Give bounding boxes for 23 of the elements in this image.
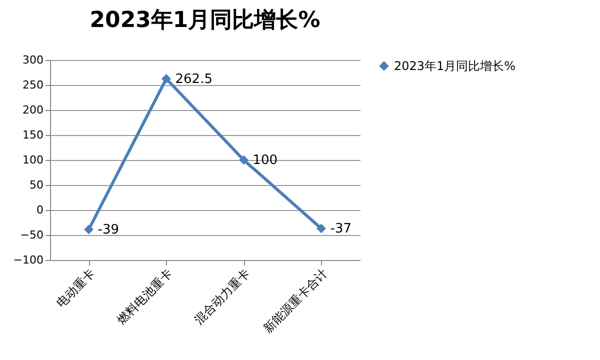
y-tick-label: −50 (20, 228, 44, 242)
data-label: 262.5 (175, 72, 212, 87)
x-tick-label: 新能源重卡合计 (260, 266, 330, 336)
point (316, 224, 326, 234)
point (239, 155, 248, 165)
point (162, 74, 171, 84)
x-tick-label: 混合动力重卡 (192, 266, 253, 327)
y-tick-label: 200 (22, 104, 44, 116)
x-tick-label: 燃料电池重卡 (114, 266, 176, 327)
y-tick-label: 50 (30, 178, 44, 192)
y-tick-label: 150 (22, 128, 44, 142)
x-tick-label: 电动重卡 (54, 266, 98, 310)
y-tick-label: 300 (22, 54, 44, 66)
data-label: -39 (98, 222, 119, 238)
y-tick-label: 0 (36, 204, 44, 216)
data-label: 100 (252, 153, 278, 168)
chart-title: 2023年1月同比增长% (90, 8, 320, 33)
y-tick-label: 100 (22, 154, 44, 166)
data-label: -37 (330, 222, 352, 236)
y-tick-label: −100 (13, 254, 44, 266)
y-tick-label: 250 (22, 78, 44, 92)
legend-label: 2023年1月同比增长% (394, 59, 516, 73)
point (84, 224, 94, 234)
